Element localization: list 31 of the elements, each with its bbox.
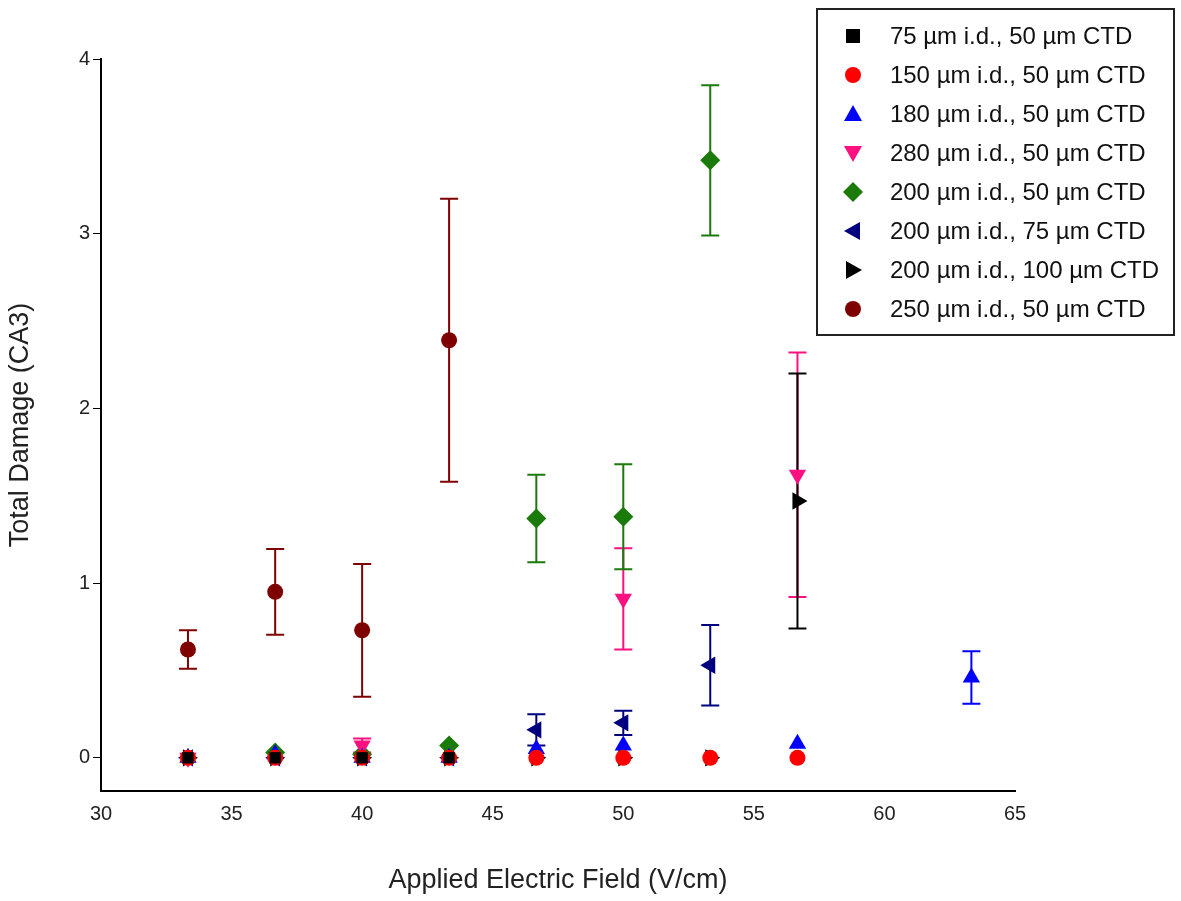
point — [700, 150, 721, 171]
x-tick-label: 40 — [351, 801, 374, 824]
y-tick-label: 1 — [78, 570, 90, 593]
legend-label: 200 µm i.d., 100 µm CTD — [889, 255, 1159, 284]
y-axis-title: Total Damage (CA3) — [3, 302, 34, 548]
y-tick-label: 2 — [78, 395, 90, 418]
x-tick-label: 30 — [89, 801, 113, 824]
legend-label: 200 µm i.d., 75 µm CTD — [889, 216, 1146, 245]
x-tick-label: 60 — [873, 801, 896, 824]
point — [789, 749, 806, 766]
x-tick-label: 50 — [612, 801, 635, 824]
legend-label: 280 µm i.d., 50 µm CTD — [889, 138, 1146, 167]
legend-label: 75 µm i.d., 50 µm CTD — [889, 21, 1133, 50]
y-tick-label: 0 — [78, 745, 90, 768]
x-tick-label: 65 — [1003, 801, 1027, 824]
legend-label: 180 µm i.d., 50 µm CTD — [889, 99, 1146, 128]
legend-label: 150 µm i.d., 50 µm CTD — [889, 60, 1146, 89]
point — [179, 641, 196, 658]
point — [354, 622, 371, 639]
x-tick-label: 45 — [481, 801, 504, 824]
x-tick-label: 55 — [742, 801, 765, 824]
x-tick-label: 35 — [220, 801, 243, 824]
legend-label: 200 µm i.d., 50 µm CTD — [889, 177, 1146, 206]
legend-label: 250 µm i.d., 50 µm CTD — [889, 294, 1146, 323]
point — [441, 332, 458, 349]
y-tick-label: 3 — [78, 221, 90, 244]
point — [613, 506, 634, 527]
x-axis-title: Applied Electric Field (V/cm) — [388, 864, 728, 895]
y-tick-label: 4 — [78, 46, 90, 69]
point — [267, 583, 284, 600]
point — [526, 508, 547, 529]
